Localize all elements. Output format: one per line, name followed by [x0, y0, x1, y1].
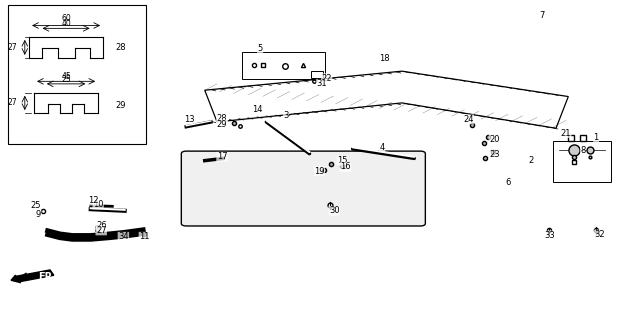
Bar	[311, 71, 323, 78]
Text: 26: 26	[96, 220, 106, 229]
Text: 30: 30	[329, 206, 339, 215]
Text: 1: 1	[594, 133, 599, 142]
Text: 23: 23	[489, 150, 500, 159]
Text: 28: 28	[217, 114, 227, 123]
Text: 9: 9	[36, 210, 41, 219]
FancyBboxPatch shape	[181, 151, 425, 226]
Text: 10: 10	[93, 200, 103, 209]
Text: 2: 2	[529, 156, 534, 165]
Text: 20: 20	[489, 135, 500, 144]
Text: 16: 16	[340, 163, 350, 172]
Text: 5: 5	[258, 44, 263, 53]
Text: 31: 31	[316, 79, 327, 88]
Text: 29: 29	[217, 120, 227, 129]
Text: 14: 14	[252, 105, 262, 114]
Text: FR.: FR.	[38, 272, 56, 282]
Text: 21: 21	[561, 129, 571, 138]
Text: 32: 32	[594, 230, 605, 239]
Text: 34: 34	[118, 232, 129, 241]
Text: 13: 13	[184, 115, 194, 124]
Text: 29: 29	[115, 101, 126, 110]
Text: 4: 4	[379, 143, 385, 152]
Bar	[241, 52, 325, 79]
Text: 45: 45	[61, 72, 71, 81]
Text: 33: 33	[545, 231, 555, 240]
Text: 6: 6	[505, 178, 511, 187]
Text: 28: 28	[115, 43, 126, 52]
Text: 7: 7	[540, 11, 545, 20]
Text: 22: 22	[321, 74, 332, 83]
FancyArrow shape	[11, 270, 54, 283]
Text: 27: 27	[8, 43, 17, 52]
Text: 60: 60	[61, 14, 71, 23]
Text: 24: 24	[463, 115, 474, 124]
Text: 12: 12	[88, 196, 98, 205]
Bar	[553, 141, 612, 182]
Text: 11: 11	[139, 232, 150, 241]
Text: 3: 3	[284, 111, 289, 120]
Text: 25: 25	[61, 75, 71, 84]
Text: 17: 17	[217, 152, 227, 161]
Text: 18: 18	[379, 54, 390, 63]
Text: 27: 27	[96, 226, 106, 235]
Text: 25: 25	[30, 201, 40, 210]
Text: 15: 15	[337, 156, 347, 165]
Text: 40: 40	[61, 19, 71, 28]
Bar	[7, 4, 146, 144]
Text: 8: 8	[581, 146, 586, 155]
Text: 19: 19	[314, 167, 324, 176]
Text: 27: 27	[8, 99, 17, 108]
